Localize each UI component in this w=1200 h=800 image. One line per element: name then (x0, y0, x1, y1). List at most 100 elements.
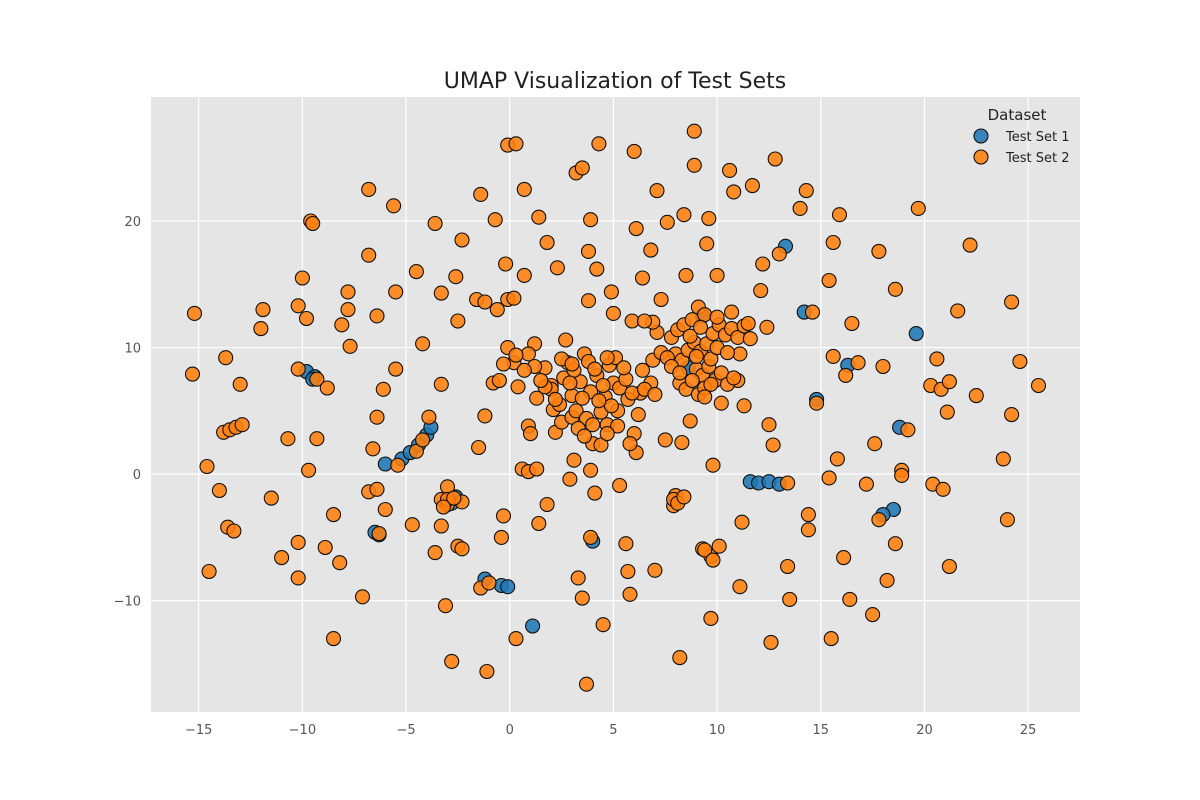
data-point (531, 209, 547, 225)
data-point (454, 541, 470, 557)
data-point (605, 305, 621, 321)
data-point (487, 212, 503, 228)
data-point (763, 634, 779, 650)
data-point (340, 302, 356, 318)
data-point (427, 215, 443, 232)
data-point (825, 234, 841, 251)
data-point (218, 350, 234, 366)
data-point (325, 631, 342, 647)
data-point (761, 417, 777, 433)
data-point (705, 457, 721, 473)
data-point (375, 381, 391, 397)
data-point (290, 361, 306, 377)
data-point (433, 285, 449, 301)
data-point (309, 371, 325, 387)
data-point (342, 338, 358, 354)
data-point (587, 485, 603, 501)
data-point (719, 345, 736, 361)
data-point (968, 388, 984, 404)
data-point (371, 526, 387, 542)
data-point (765, 437, 781, 453)
data-point (427, 545, 443, 561)
data-point (566, 452, 582, 468)
data-point (692, 319, 709, 335)
x-tick-label: −10 (289, 723, 316, 738)
data-point (473, 186, 489, 202)
data-point (354, 589, 371, 605)
data-point (699, 236, 715, 252)
data-point (682, 328, 698, 344)
data-point (603, 398, 619, 414)
legend-marker (973, 128, 989, 144)
data-point (450, 313, 466, 329)
data-point (726, 184, 742, 200)
data-point (1004, 294, 1020, 310)
y-tick-label: 10 (124, 342, 141, 357)
data-point (678, 267, 694, 283)
data-point (253, 321, 269, 337)
data-point (587, 361, 603, 377)
data-point (516, 267, 532, 283)
data-point (867, 436, 883, 452)
data-point (1030, 377, 1047, 394)
data-point (585, 417, 601, 433)
data-point (444, 653, 460, 669)
data-point (622, 436, 638, 452)
data-point (688, 348, 704, 364)
data-point (595, 617, 611, 633)
data-point (506, 290, 522, 306)
data-point (562, 375, 578, 391)
chart-title: UMAP Visualization of Test Sets (444, 69, 786, 94)
data-point (564, 356, 580, 372)
data-point (404, 517, 420, 533)
data-point (709, 267, 725, 283)
data-point (618, 536, 634, 552)
data-point (500, 579, 516, 595)
data-point (454, 232, 470, 248)
data-point (686, 123, 702, 139)
data-point (682, 413, 698, 429)
data-point (361, 181, 377, 197)
data-point (709, 309, 725, 325)
data-point (446, 490, 462, 506)
data-point (736, 398, 752, 414)
data-point (622, 586, 638, 602)
x-tick-label: 15 (813, 723, 830, 738)
x-tick-label: 25 (1020, 723, 1037, 738)
data-point (732, 579, 748, 595)
data-point (533, 372, 549, 389)
data-point (713, 395, 729, 411)
data-point (531, 515, 547, 532)
data-point (232, 376, 248, 392)
data-point (390, 457, 406, 473)
data-point (999, 512, 1015, 528)
data-point (477, 294, 493, 310)
data-point (570, 570, 586, 586)
data-point (305, 215, 321, 232)
data-point (636, 313, 653, 329)
x-tick-label: 20 (916, 723, 933, 738)
data-point (186, 305, 203, 321)
data-point (908, 326, 924, 342)
data-point (771, 246, 787, 262)
data-point (508, 631, 524, 647)
data-point (705, 552, 721, 568)
data-point (280, 431, 296, 447)
data-point (653, 291, 669, 308)
data-point (744, 178, 760, 194)
data-point (657, 432, 673, 448)
x-tick-label: 0 (506, 723, 514, 738)
data-point (858, 476, 874, 492)
data-point (495, 356, 512, 372)
data-point (792, 200, 808, 216)
data-point (574, 590, 590, 606)
data-point (510, 379, 526, 395)
data-point (549, 260, 565, 276)
data-point (369, 481, 385, 497)
data-point (558, 332, 574, 348)
data-point (477, 408, 493, 424)
data-point (539, 234, 555, 251)
y-tick-label: −10 (114, 595, 141, 610)
grid-lines (151, 97, 1080, 712)
